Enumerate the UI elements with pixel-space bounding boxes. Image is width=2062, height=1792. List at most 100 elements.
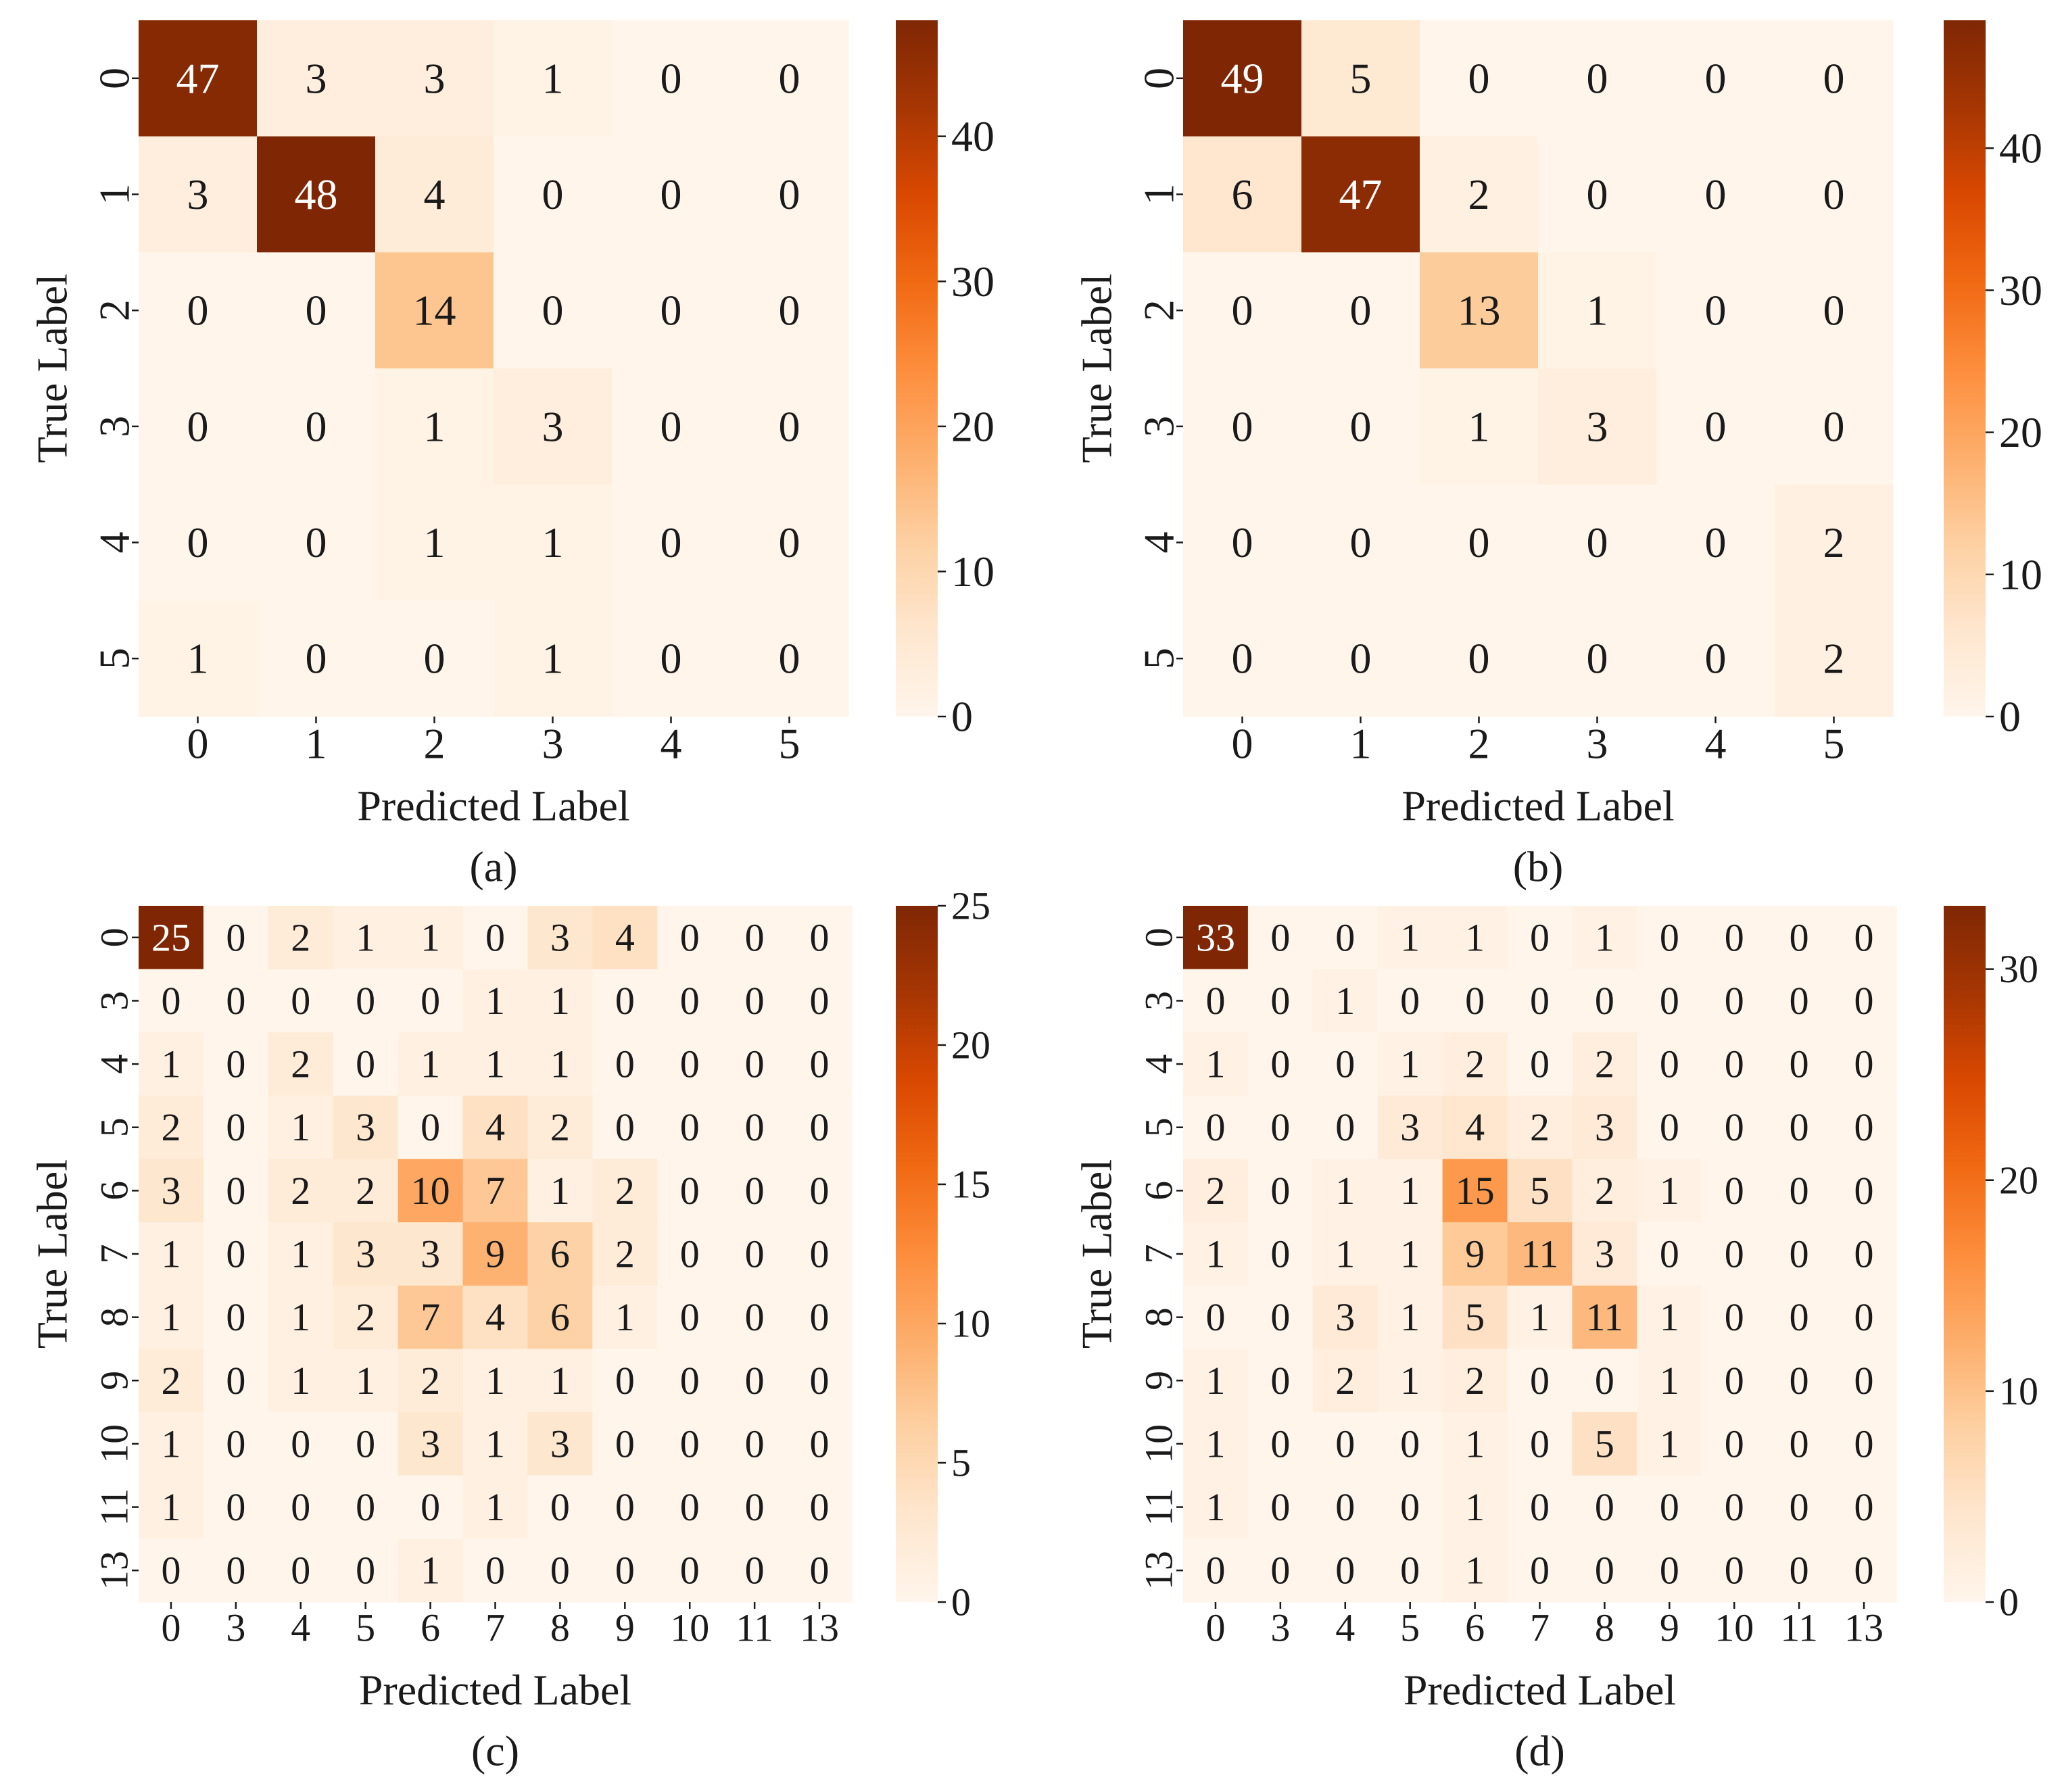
y-tick-label: 0 xyxy=(93,927,137,947)
heatmap-cell xyxy=(1183,136,1302,253)
cell-value-label: 4 xyxy=(615,915,635,959)
heatmap-cell xyxy=(1702,906,1767,970)
cell-value-label: 1 xyxy=(542,54,564,102)
cell-value-label: 0 xyxy=(1595,1485,1614,1529)
heatmap-cell xyxy=(592,969,658,1033)
cell-value-label: 2 xyxy=(1468,170,1490,218)
cell-value-label: 0 xyxy=(1350,635,1372,683)
colorbar-tick-label: 40 xyxy=(1999,124,2042,172)
y-tick-label: 13 xyxy=(93,1551,137,1590)
heatmap-cell xyxy=(1775,600,1894,717)
cell-value-label: 0 xyxy=(1823,54,1845,102)
cell-value-label: 0 xyxy=(1854,1105,1874,1149)
heatmap-cell xyxy=(527,1032,593,1096)
heatmap-cell xyxy=(730,252,849,369)
heatmap-cell xyxy=(1831,1475,1897,1539)
cell-value-label: 2 xyxy=(1823,635,1845,683)
heatmap-cell xyxy=(1183,600,1302,717)
cell-value-label: 0 xyxy=(161,1549,181,1593)
heatmap-cell xyxy=(657,1539,723,1603)
heatmap-cell xyxy=(1702,1285,1767,1350)
heatmap-cell xyxy=(592,1032,658,1096)
heatmap-cell xyxy=(375,368,494,485)
confusion-matrix-panel: 47 3 3 1 0 03 48 4 0 0 00 0 14 0 0 00 0 1 3 0 00 0 1 1 0 01 0 0 1 0 00… xyxy=(28,20,994,891)
heatmap-cell xyxy=(527,1412,593,1476)
cell-value-label: 0 xyxy=(745,979,765,1023)
cell-value-label: 10 xyxy=(411,1169,450,1213)
cell-value-label: 0 xyxy=(1725,1105,1744,1149)
heatmap-cell xyxy=(1507,1222,1573,1286)
cell-value-label: 0 xyxy=(680,1485,700,1529)
heatmap-cell xyxy=(1767,1095,1832,1160)
heatmap-cell xyxy=(1507,1349,1573,1413)
heatmap-cell xyxy=(1377,1349,1443,1413)
cell-value-label: 0 xyxy=(810,979,830,1023)
colorbar-tick-label: 30 xyxy=(1999,947,2038,991)
cell-value-label: 2 xyxy=(1823,518,1845,566)
y-tick-label: 3 xyxy=(1135,416,1183,437)
heatmap-cell xyxy=(527,1475,593,1539)
heatmap-cell xyxy=(1702,1095,1767,1160)
heatmap-cell xyxy=(1507,1032,1573,1096)
cell-value-label: 0 xyxy=(779,287,800,335)
heatmap-cell xyxy=(657,906,723,970)
cell-value-label: 2 xyxy=(161,1105,181,1149)
heatmap-cell xyxy=(722,1349,788,1413)
cell-value-label: 0 xyxy=(1587,518,1608,566)
cell-value-label: 0 xyxy=(550,1485,570,1529)
colorbar-tick-label: 20 xyxy=(1999,408,2042,456)
cell-value-label: 0 xyxy=(187,402,209,450)
cell-value-label: 0 xyxy=(1335,1042,1355,1086)
cell-value-label: 0 xyxy=(1270,1359,1290,1403)
heatmap-cell xyxy=(257,484,376,601)
cell-value-label: 0 xyxy=(550,1549,570,1593)
heatmap-cell xyxy=(1183,1539,1249,1603)
cell-value-label: 1 xyxy=(1465,1422,1485,1466)
heatmap-cell xyxy=(592,1475,658,1539)
heatmap-cell xyxy=(1767,1412,1832,1476)
cell-value-label: 1 xyxy=(485,1359,505,1403)
heatmap-cell xyxy=(1637,1159,1702,1223)
cell-value-label: 0 xyxy=(1205,979,1225,1023)
cell-value-label: 0 xyxy=(745,1042,765,1086)
heatmap-cell xyxy=(1831,906,1897,970)
cell-value-label: 2 xyxy=(1335,1359,1355,1403)
cell-value-label: 2 xyxy=(291,1169,310,1213)
heatmap-cell xyxy=(730,368,849,485)
heatmap-cell xyxy=(375,484,494,601)
heatmap-cell xyxy=(1767,1222,1832,1286)
heatmap-cell xyxy=(375,20,494,137)
x-tick-label: 13 xyxy=(800,1606,839,1650)
heatmap-cell xyxy=(398,1539,464,1603)
cell-value-label: 5 xyxy=(1530,1169,1550,1213)
heatmap-cell xyxy=(268,1412,334,1476)
cell-value-label: 1 xyxy=(615,1295,635,1339)
cell-value-label: 0 xyxy=(1705,518,1727,566)
cell-value-label: 0 xyxy=(1705,170,1727,218)
cell-value-label: 0 xyxy=(1790,1169,1809,1213)
cell-value-label: 0 xyxy=(1530,1422,1550,1466)
heatmap-cell xyxy=(1442,1349,1508,1413)
heatmap-cell xyxy=(1702,1032,1767,1096)
cell-value-label: 0 xyxy=(745,1232,765,1276)
cell-value-label: 2 xyxy=(1530,1105,1550,1149)
heatmap-cell xyxy=(1656,484,1775,601)
heatmap-cell xyxy=(787,1159,853,1223)
heatmap-cell xyxy=(1637,1412,1702,1476)
colorbar-tick-label: 10 xyxy=(1999,550,2042,598)
heatmap-cell xyxy=(257,368,376,485)
colorbar xyxy=(896,906,938,1602)
colorbar-tick-label: 0 xyxy=(1999,1580,2019,1624)
cell-value-label: 0 xyxy=(1790,1042,1809,1086)
heatmap-cell xyxy=(139,20,258,137)
cell-value-label: 6 xyxy=(550,1295,570,1339)
heatmap-cell xyxy=(1247,1412,1314,1476)
heatmap-cell xyxy=(527,969,593,1033)
heatmap-cell xyxy=(1831,1412,1897,1476)
y-tick-label: 2 xyxy=(91,299,139,321)
heatmap-cell xyxy=(494,136,613,253)
cell-value-label: 3 xyxy=(306,54,327,102)
cell-value-label: 3 xyxy=(1400,1105,1420,1149)
heatmap-cell xyxy=(1775,484,1894,601)
heatmap-cell xyxy=(1420,136,1539,253)
